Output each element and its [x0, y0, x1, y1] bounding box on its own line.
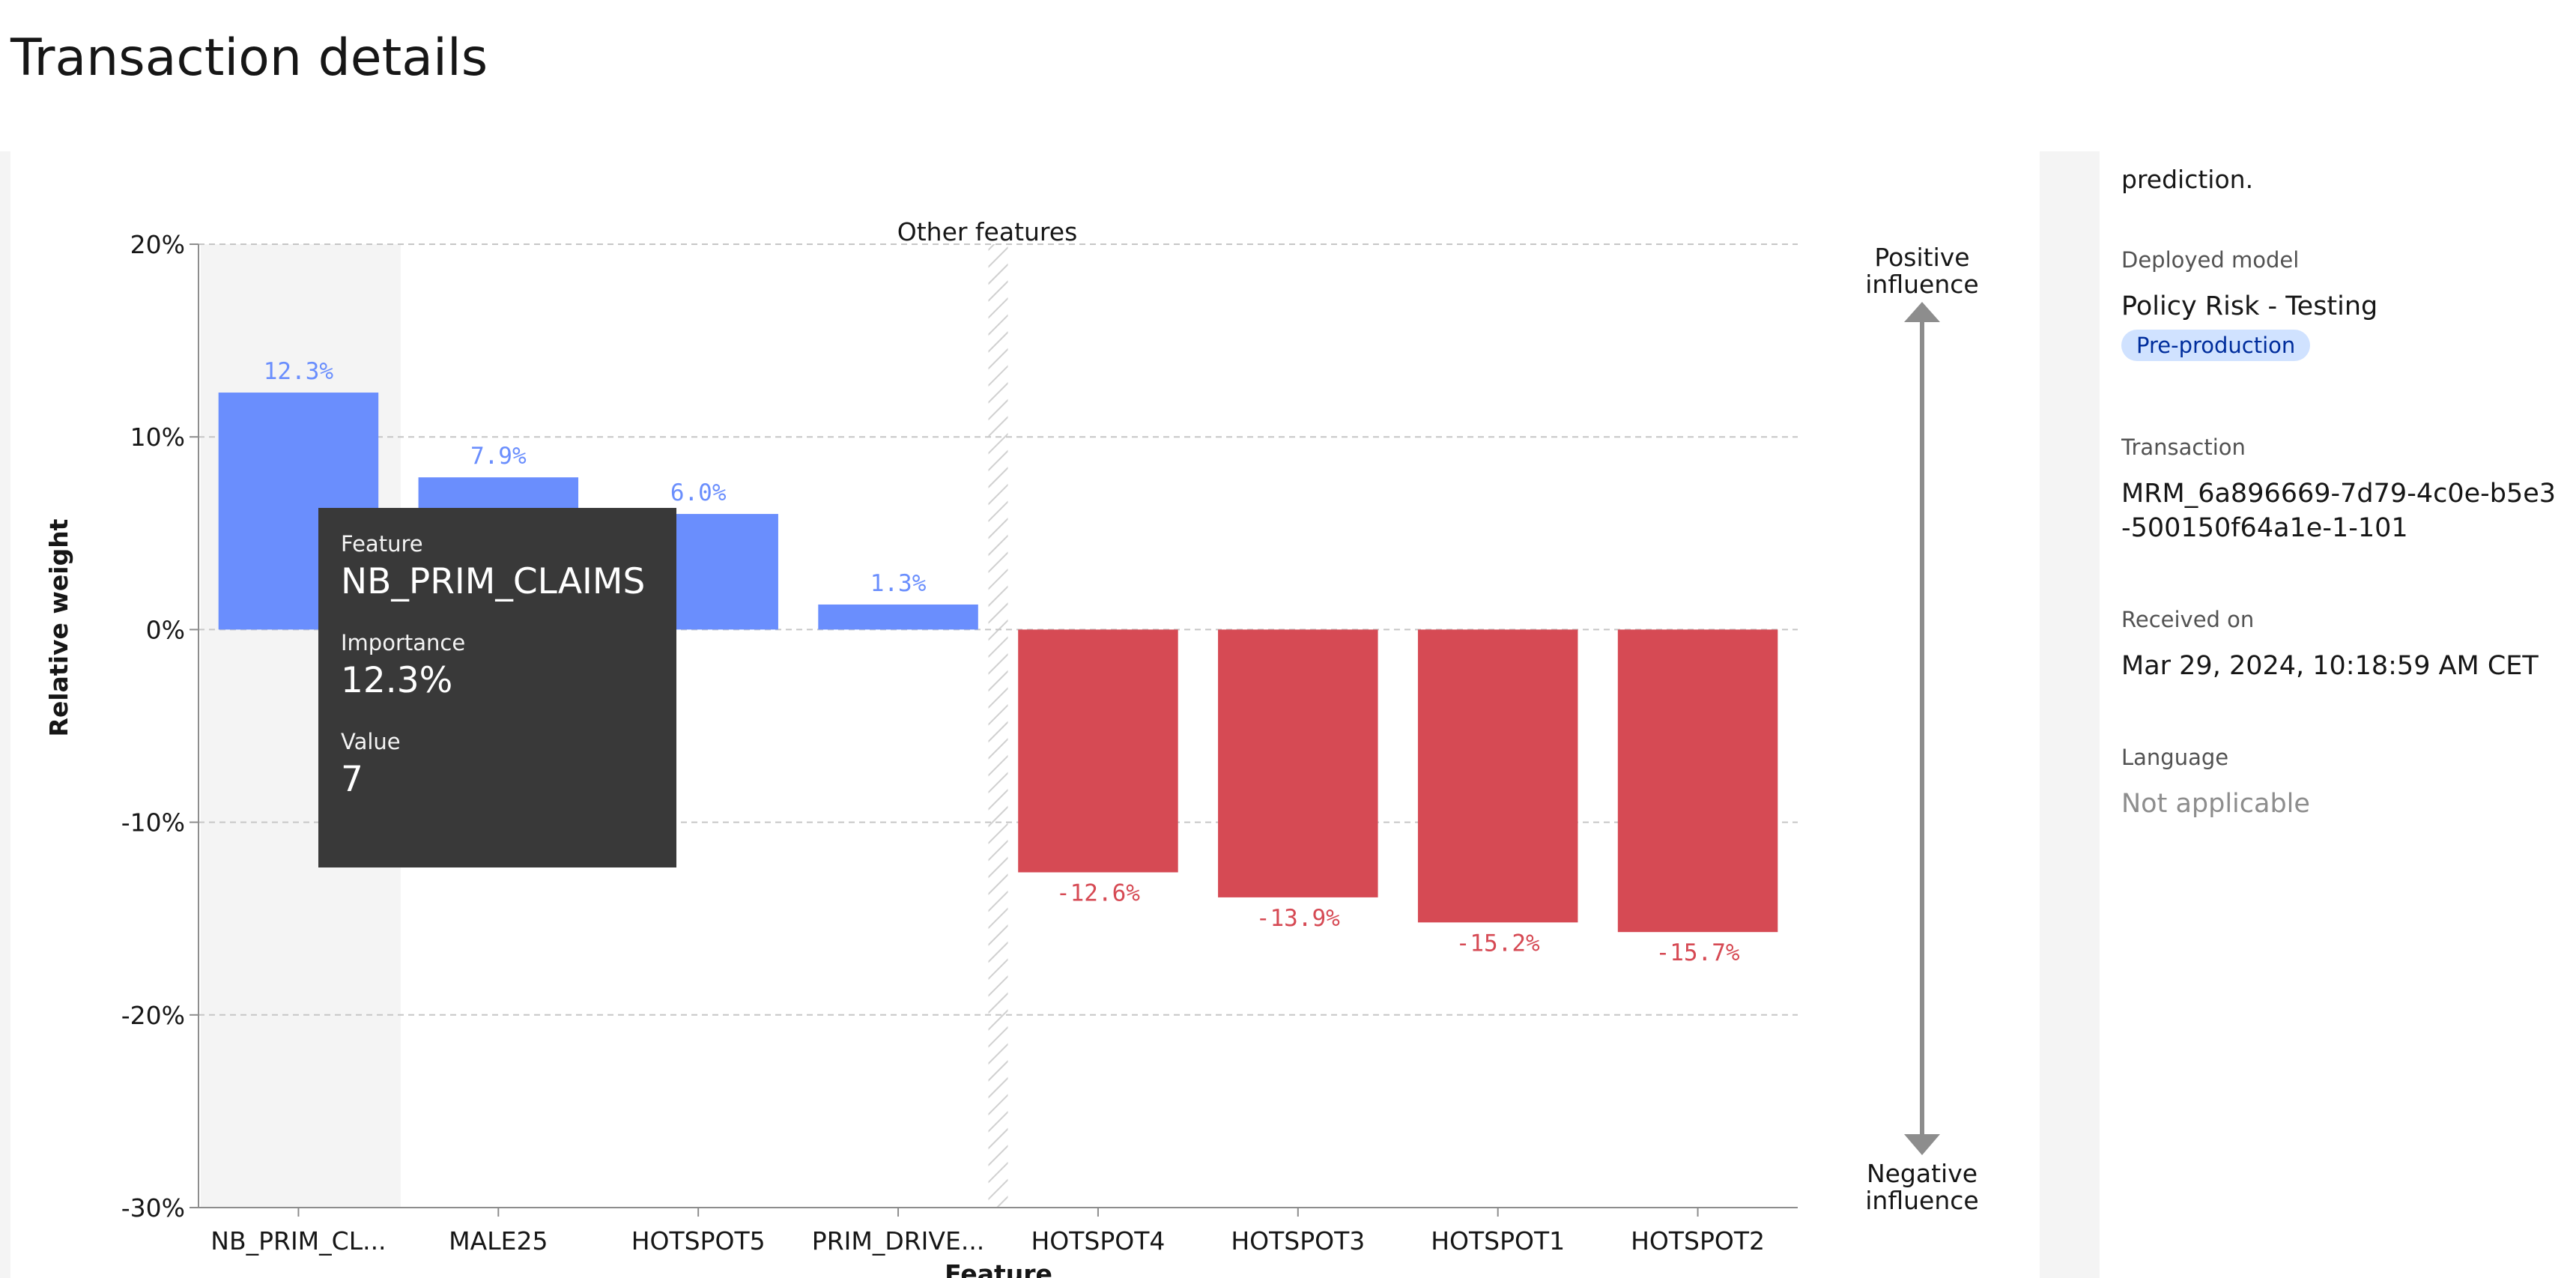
- bar-value-label: 7.9%: [470, 443, 527, 470]
- tooltip-value-value: 7: [341, 759, 363, 800]
- tooltip-feature-label: Feature: [341, 531, 423, 557]
- bar-value-label: 6.0%: [670, 479, 727, 506]
- page-title: Transaction details: [10, 28, 488, 88]
- language-label: Language: [2121, 745, 2229, 770]
- influence-indicator: Positive influence Negative influence: [1865, 243, 1978, 1215]
- y-tick-label: -30%: [121, 1193, 185, 1223]
- panel-description: prediction.: [2121, 165, 2254, 194]
- transaction-label: Transaction: [2121, 434, 2246, 460]
- received-on-value: Mar 29, 2024, 10:18:59 AM CET: [2121, 651, 2539, 681]
- deployment-status-tag: Pre-production: [2121, 330, 2311, 361]
- x-tick-label: MALE25: [449, 1226, 548, 1256]
- tooltip-importance-label: Importance: [341, 630, 466, 655]
- arrow-down-icon: [1904, 1134, 1940, 1155]
- bar-value-label: -13.9%: [1256, 905, 1340, 932]
- x-tick-label: NB_PRIM_CL...: [210, 1226, 386, 1256]
- bar-hotspot4[interactable]: [1018, 629, 1178, 873]
- x-tick-label: HOTSPOT3: [1231, 1226, 1365, 1256]
- y-tick-label: 0%: [146, 615, 185, 644]
- language-value: Not applicable: [2121, 789, 2310, 819]
- transaction-id: MRM_6a896669-7d79-4c0e-b5e3-500150f64a1e…: [2121, 479, 2557, 543]
- deployed-model-value: Policy Risk - Testing: [2121, 291, 2378, 321]
- bar-value-label: -15.2%: [1456, 930, 1540, 957]
- bar-value-label: 1.3%: [870, 570, 927, 597]
- y-tick-label: -10%: [121, 808, 185, 838]
- bar-hotspot3[interactable]: [1218, 629, 1378, 897]
- y-tick-label: 20%: [130, 230, 185, 259]
- x-tick-label: HOTSPOT2: [1631, 1226, 1765, 1256]
- bar-hotspot1[interactable]: [1417, 629, 1578, 923]
- other-features-annotation: Other features: [897, 217, 1078, 246]
- tooltip-feature-value: NB_PRIM_CLAIMS: [341, 561, 646, 602]
- panel-divider: [2040, 151, 2100, 1278]
- y-tick-label: 10%: [130, 423, 185, 452]
- tooltip-value-label: Value: [341, 729, 401, 754]
- received-on-label: Received on: [2121, 607, 2255, 632]
- y-tick-label: -20%: [121, 1001, 185, 1030]
- feature-tooltip: Feature NB_PRIM_CLAIMS Importance 12.3% …: [318, 508, 676, 867]
- transaction-info-panel: prediction. Deployed model Policy Risk -…: [2121, 112, 2563, 1278]
- x-axis-title: Feature: [945, 1259, 1052, 1278]
- bar-value-label: -15.7%: [1656, 939, 1740, 966]
- other-features-separator: [988, 244, 1008, 1208]
- left-panel-edge: [0, 151, 10, 1278]
- bar-hotspot2[interactable]: [1617, 629, 1778, 933]
- negative-influence-label: Negative influence: [1865, 1159, 1978, 1215]
- bar-value-label: 12.3%: [264, 358, 334, 385]
- y-axis-title: Relative weight: [44, 518, 73, 736]
- x-tick-label: PRIM_DRIVE...: [812, 1226, 985, 1256]
- arrow-up-icon: [1904, 302, 1940, 322]
- deployed-model-label: Deployed model: [2121, 247, 2300, 273]
- bar-prim-drive-[interactable]: [818, 604, 978, 630]
- tooltip-importance-value: 12.3%: [341, 660, 453, 701]
- x-tick-label: HOTSPOT4: [1031, 1226, 1165, 1256]
- positive-influence-label: Positive influence: [1865, 243, 1978, 299]
- x-tick-label: HOTSPOT5: [631, 1226, 766, 1256]
- bar-value-label: -12.6%: [1056, 879, 1140, 906]
- x-tick-label: HOTSPOT1: [1431, 1226, 1565, 1256]
